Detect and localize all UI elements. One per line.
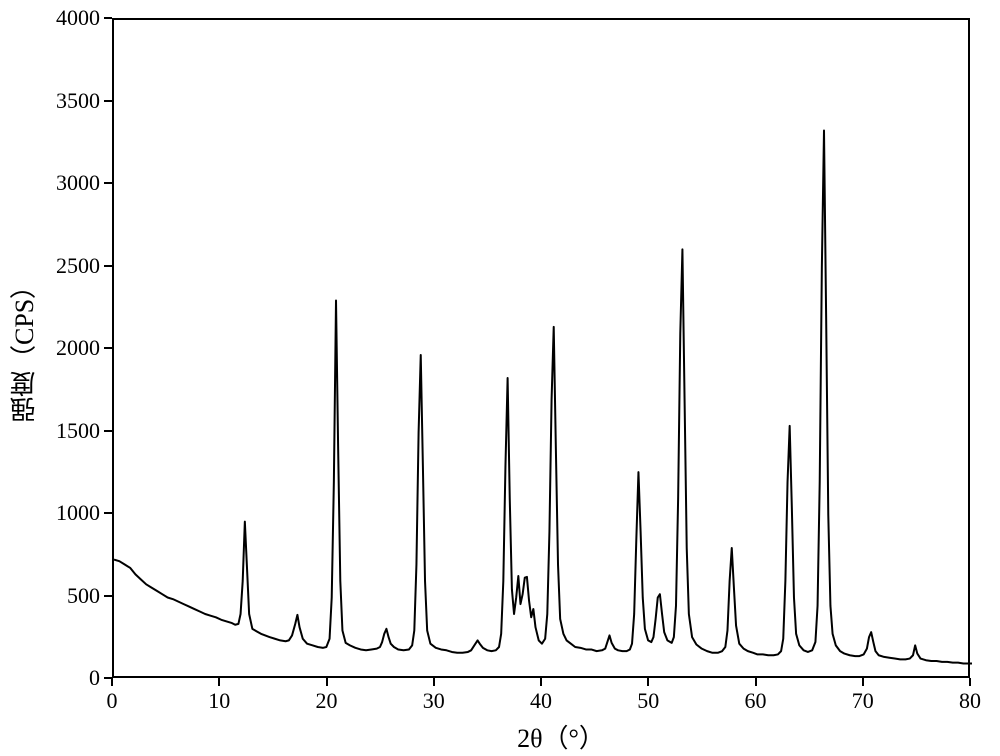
y-tick-line (104, 182, 112, 184)
y-tick-label: 500 (67, 583, 100, 609)
x-tick-label: 40 (511, 688, 571, 714)
x-tick-line (326, 678, 328, 686)
y-tick-line (104, 595, 112, 597)
x-tick-label: 60 (726, 688, 786, 714)
x-axis-label: 2θ（°） (471, 718, 651, 755)
y-tick-line (104, 100, 112, 102)
x-tick-line (647, 678, 649, 686)
x-tick-label: 70 (833, 688, 893, 714)
x-tick-line (540, 678, 542, 686)
x-tick-line (433, 678, 435, 686)
y-tick-label: 3500 (56, 88, 100, 114)
y-tick-line (104, 347, 112, 349)
xrd-spectrum-line (114, 131, 972, 664)
plot-area (112, 18, 970, 678)
x-tick-line (111, 678, 113, 686)
y-tick-label: 4000 (56, 5, 100, 31)
y-tick-line (104, 430, 112, 432)
y-tick-label: 2500 (56, 253, 100, 279)
x-tick-line (969, 678, 971, 686)
x-tick-label: 50 (618, 688, 678, 714)
x-tick-label: 0 (82, 688, 142, 714)
xrd-chart: 0 10 20 30 40 50 60 70 80 0 500 1000 1500 2000 2500 300… (0, 0, 1000, 756)
y-tick-label: 3000 (56, 170, 100, 196)
y-tick-label: 2000 (56, 335, 100, 361)
x-tick-label: 20 (297, 688, 357, 714)
x-tick-line (755, 678, 757, 686)
y-axis-label: 强度（CPS） (6, 258, 43, 438)
y-tick-label: 1000 (56, 500, 100, 526)
chart-line-svg (114, 20, 972, 680)
x-tick-label: 30 (404, 688, 464, 714)
y-tick-line (104, 265, 112, 267)
y-tick-label: 0 (89, 665, 100, 691)
y-tick-line (104, 677, 112, 679)
x-tick-line (218, 678, 220, 686)
y-tick-label: 1500 (56, 418, 100, 444)
y-tick-line (104, 512, 112, 514)
x-tick-line (862, 678, 864, 686)
y-tick-line (104, 17, 112, 19)
x-tick-label: 80 (940, 688, 1000, 714)
x-tick-label: 10 (189, 688, 249, 714)
